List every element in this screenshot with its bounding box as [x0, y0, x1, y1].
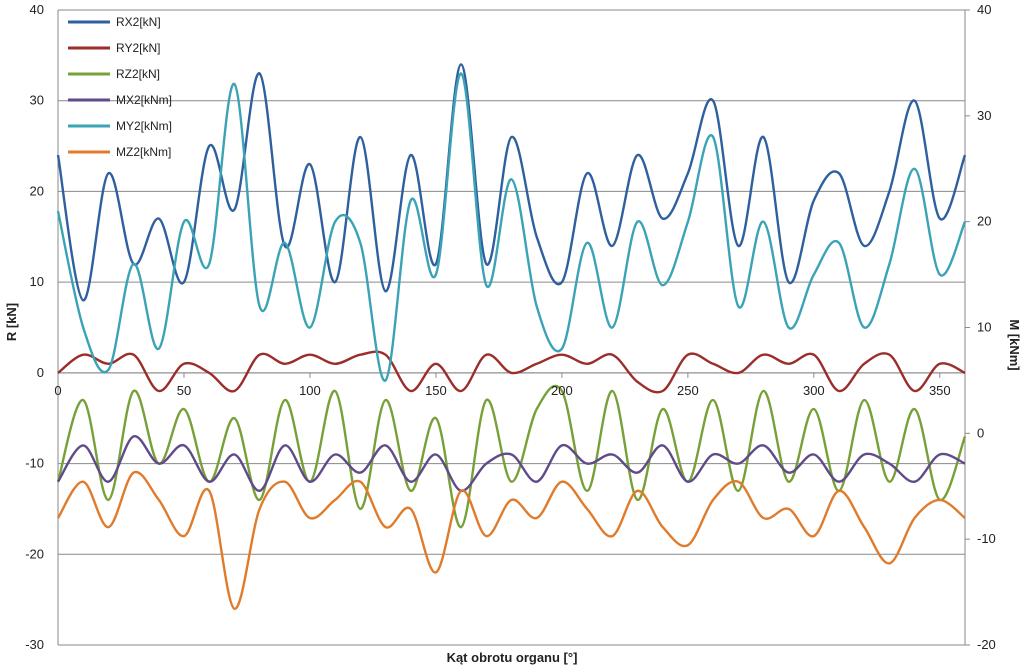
x-tick-label: 150 — [425, 383, 447, 398]
y-left-tick-label: -20 — [25, 546, 44, 561]
series-line-my2 — [56, 72, 967, 382]
legend-label-rz2: RZ2[kN] — [116, 67, 160, 81]
legend-label-my2: MY2[kNm] — [116, 119, 172, 133]
legend-label-rx2: RX2[kN] — [116, 15, 161, 29]
y-right-tick-label: -20 — [977, 637, 996, 652]
x-tick-label: 250 — [677, 383, 699, 398]
y-right-tick-label: 30 — [977, 108, 991, 123]
legend-label-ry2: RY2[kN] — [116, 41, 160, 55]
y-left-tick-label: 30 — [30, 93, 44, 108]
y-left-tick-label: 10 — [30, 274, 44, 289]
x-tick-label: 300 — [803, 383, 825, 398]
y-right-tick-label: -10 — [977, 531, 996, 546]
grid-lines — [58, 9, 965, 646]
y-left-tick-label: 40 — [30, 2, 44, 17]
series-line-rx2 — [56, 63, 967, 302]
y-axis-left-title: R [kN] — [4, 303, 19, 341]
y-right-tick-label: 10 — [977, 320, 991, 335]
y-axis-right-title: M [kNm] — [1007, 319, 1022, 370]
legend-label-mx2: MX2[kNm] — [116, 93, 172, 107]
series-line-rz2 — [56, 384, 967, 529]
tick-labels: -30 -20 -10 0 10 20 30 40 -20 -10 0 10 20 30 40 0 50 100 1… — [25, 2, 996, 652]
y-left-tick-label: -30 — [25, 637, 44, 652]
y-left-tick-label: 20 — [30, 183, 44, 198]
series-line-mx2 — [56, 435, 966, 492]
y-left-tick-label: 0 — [37, 365, 44, 380]
x-axis-title: Kąt obrotu organu [°] — [447, 650, 578, 665]
axes — [57, 9, 970, 646]
y-right-tick-label: 40 — [977, 2, 991, 17]
x-tick-label: 0 — [54, 383, 61, 398]
y-right-tick-label: 0 — [977, 425, 984, 440]
y-right-tick-label: 20 — [977, 214, 991, 229]
series-line-ry2 — [57, 350, 966, 394]
series-layer — [56, 63, 967, 610]
y-left-tick-label: -10 — [25, 456, 44, 471]
x-tick-label: 200 — [551, 383, 573, 398]
x-tick-label: 100 — [299, 383, 321, 398]
series-line-mz2 — [56, 470, 966, 610]
legend: RX2[kN] RY2[kN] RZ2[kN] MX2[kNm] MY2[kNm] MZ2… — [68, 15, 172, 159]
legend-label-mz2: MZ2[kNm] — [116, 145, 171, 159]
x-tick-label: 50 — [177, 383, 191, 398]
x-tick-label: 350 — [929, 383, 951, 398]
